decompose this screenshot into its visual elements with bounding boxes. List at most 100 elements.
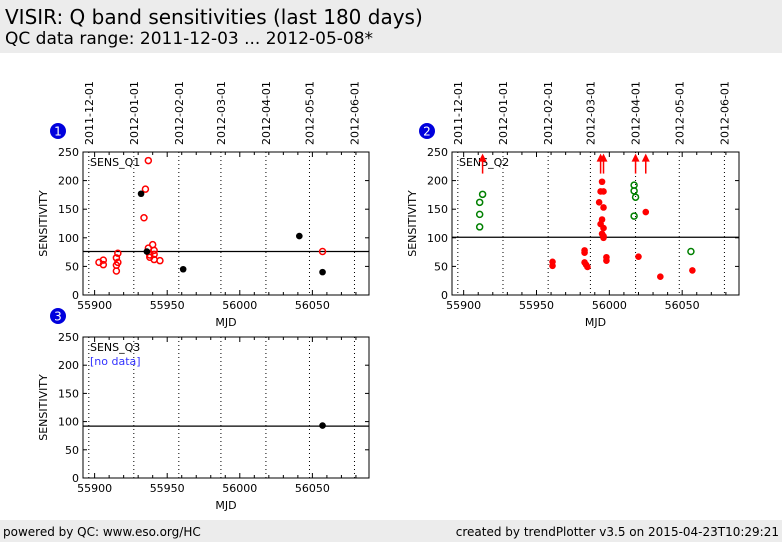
series-label: SENS_Q3: [90, 341, 140, 354]
plot-frame: [82, 336, 370, 479]
date-tick-label: 2011-12-01: [452, 81, 465, 145]
chart-panel-3: 55900 55950 56000 56050 0 50 100 150 200 250 MJD SE…: [37, 308, 370, 512]
y-tick-label: 100: [427, 232, 448, 245]
data-point: [595, 199, 603, 206]
x-tick-label: 55900: [77, 299, 112, 312]
y-tick-label: 0: [72, 472, 79, 485]
data-point: [584, 263, 591, 271]
data-point: [603, 257, 610, 264]
panel-badge: [50, 308, 66, 324]
y-tick-label: 200: [427, 175, 448, 188]
data-point: [631, 193, 640, 201]
data-point: [140, 214, 148, 222]
x-tick-label: 55900: [446, 299, 481, 312]
y-tick-label: 200: [58, 359, 79, 372]
y-tick-label: 150: [58, 203, 79, 216]
data-point: [150, 246, 158, 255]
date-tick-label: 2012-06-01: [348, 81, 361, 145]
x-axis-label: MJD: [215, 316, 236, 329]
panel-badge-number: 1: [54, 125, 62, 139]
x-tick-label: 55950: [519, 299, 554, 312]
data-point: [687, 247, 695, 256]
panel-badge: [50, 123, 66, 139]
y-tick-label: 250: [58, 146, 79, 159]
data-point: [475, 210, 484, 219]
data-point: [475, 198, 484, 207]
data-point: [478, 190, 487, 199]
x-tick-label: 55950: [150, 299, 185, 312]
date-tick-label: 2012-03-01: [215, 81, 228, 145]
data-point: [600, 204, 607, 211]
data-point: [143, 248, 151, 255]
date-tick-label: 2012-05-01: [673, 81, 686, 145]
data-point: [600, 188, 607, 195]
page-subtitle: QC data range: 2011-12-03 ... 2012-05-08…: [5, 29, 374, 49]
date-tick-label: 2011-12-01: [83, 81, 96, 145]
y-tick-label: 150: [58, 387, 79, 400]
footer-powered-by: powered by QC: www.eso.org/HC: [3, 525, 201, 539]
x-axis-label: MJD: [215, 499, 236, 512]
y-axis-label: SENSITIVITY: [37, 190, 50, 257]
y-tick-label: 50: [65, 444, 79, 457]
data-point: [179, 265, 187, 273]
y-tick-label: 0: [441, 289, 448, 302]
data-point: [150, 250, 158, 259]
data-point: [642, 208, 650, 216]
x-tick-label: 56000: [592, 299, 627, 312]
data-point: [114, 249, 122, 257]
data-point: [475, 223, 484, 231]
data-point: [137, 190, 145, 198]
x-tick-label: 56050: [665, 299, 700, 312]
y-tick-label: 100: [58, 232, 79, 245]
data-point: [112, 267, 121, 275]
x-axis-label: MJD: [585, 316, 606, 329]
data-point: [598, 178, 606, 186]
date-tick-label: 2012-06-01: [718, 81, 731, 145]
no-data-note: [no data]: [90, 355, 141, 368]
chart-panel-1: 2011-12-01 2012-01-01 2012-02-01 2012-03-01…: [37, 81, 370, 329]
y-tick-label: 150: [427, 203, 448, 216]
data-point: [630, 212, 638, 220]
date-tick-label: 2012-03-01: [584, 81, 597, 145]
footer-created-by: created by trendPlotter v3.5 on 2015-04-…: [455, 525, 779, 539]
data-point: [581, 249, 588, 256]
y-axis-label: SENSITIVITY: [406, 190, 419, 257]
outlier-arrow-head: [641, 153, 650, 162]
y-tick-label: 250: [58, 331, 79, 344]
plot-frame: [82, 151, 370, 296]
y-tick-label: 50: [65, 260, 79, 273]
footer: powered by QC: www.eso.org/HC created by…: [0, 520, 782, 542]
date-tick-label: 2012-04-01: [260, 81, 273, 145]
data-point: [296, 232, 303, 240]
data-point: [144, 156, 153, 165]
page-title: VISIR: Q band sensitivities (last 180 da…: [5, 5, 423, 29]
outlier-arrow-head: [478, 153, 487, 162]
data-point: [99, 260, 108, 269]
y-tick-label: 50: [434, 260, 448, 273]
date-tick-label: 2012-01-01: [128, 81, 141, 145]
data-point: [99, 256, 108, 264]
data-point: [549, 262, 556, 270]
date-tick-label: 2012-04-01: [630, 81, 643, 145]
y-tick-label: 100: [58, 416, 79, 429]
date-tick-label: 2012-02-01: [542, 81, 555, 145]
x-tick-label: 56000: [222, 482, 257, 495]
series-label: SENS_Q1: [90, 156, 140, 169]
plot-frame: [451, 151, 740, 296]
data-point: [318, 247, 327, 256]
data-point: [319, 268, 326, 276]
data-point: [141, 185, 150, 193]
y-axis-label: SENSITIVITY: [37, 374, 50, 441]
outlier-arrow-head: [599, 153, 608, 162]
x-tick-label: 56000: [222, 299, 257, 312]
data-point: [600, 234, 607, 242]
data-point: [689, 267, 696, 274]
outlier-arrow-head: [631, 153, 640, 162]
data-point: [112, 254, 121, 262]
x-tick-label: 56050: [295, 299, 330, 312]
date-tick-label: 2012-05-01: [303, 81, 316, 145]
y-tick-label: 200: [58, 175, 79, 188]
data-point: [319, 422, 326, 429]
data-point: [156, 256, 164, 265]
